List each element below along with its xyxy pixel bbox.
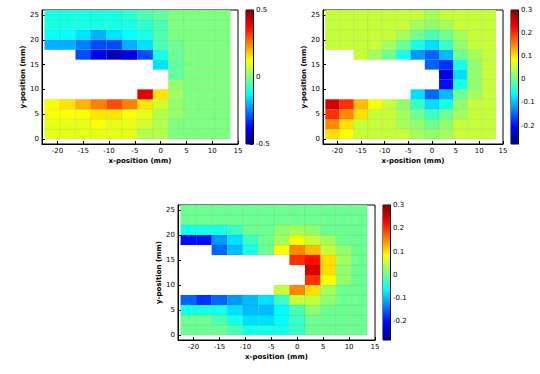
svg-text:5: 5 xyxy=(35,110,39,118)
svg-text:5: 5 xyxy=(316,110,320,118)
svg-text:10: 10 xyxy=(166,281,175,289)
svg-text:-5: -5 xyxy=(405,147,412,155)
svg-text:0: 0 xyxy=(316,135,320,143)
svg-text:15: 15 xyxy=(311,61,320,69)
svg-text:10: 10 xyxy=(208,147,217,155)
svg-text:25: 25 xyxy=(311,11,320,19)
svg-text:y-position (mm): y-position (mm) xyxy=(19,46,27,109)
svg-text:20: 20 xyxy=(30,36,39,44)
svg-text:x-position (mm): x-position (mm) xyxy=(109,157,172,165)
svg-text:x-position (mm): x-position (mm) xyxy=(245,353,308,361)
svg-text:-20: -20 xyxy=(331,147,342,155)
svg-text:-0.1: -0.1 xyxy=(393,294,407,302)
svg-text:-20: -20 xyxy=(52,147,63,155)
svg-text:15: 15 xyxy=(371,343,380,351)
svg-text:0: 0 xyxy=(35,135,39,143)
svg-text:15: 15 xyxy=(30,61,39,69)
svg-text:y-position (mm): y-position (mm) xyxy=(300,46,308,109)
svg-text:25: 25 xyxy=(30,11,39,19)
svg-text:0: 0 xyxy=(430,147,434,155)
svg-text:-10: -10 xyxy=(379,147,390,155)
svg-text:0.2: 0.2 xyxy=(393,224,404,232)
svg-text:10: 10 xyxy=(30,85,39,93)
svg-text:-20: -20 xyxy=(188,343,199,351)
svg-text:-15: -15 xyxy=(78,147,89,155)
svg-text:0: 0 xyxy=(295,343,299,351)
svg-text:0.5: 0.5 xyxy=(256,6,267,14)
svg-text:20: 20 xyxy=(311,36,320,44)
svg-text:-5: -5 xyxy=(131,147,138,155)
svg-text:0.1: 0.1 xyxy=(521,52,532,60)
svg-text:15: 15 xyxy=(166,256,175,264)
svg-text:5: 5 xyxy=(453,147,457,155)
svg-text:-10: -10 xyxy=(240,343,251,351)
svg-text:0.1: 0.1 xyxy=(393,248,404,256)
svg-text:0: 0 xyxy=(256,73,260,81)
svg-text:-0.5: -0.5 xyxy=(256,140,270,148)
svg-text:0: 0 xyxy=(158,147,162,155)
svg-text:x-position (mm): x-position (mm) xyxy=(382,157,445,165)
svg-text:5: 5 xyxy=(184,147,188,155)
svg-text:-0.2: -0.2 xyxy=(521,122,535,130)
svg-text:15: 15 xyxy=(499,147,508,155)
svg-text:-15: -15 xyxy=(214,343,225,351)
svg-text:10: 10 xyxy=(311,85,320,93)
svg-text:0.3: 0.3 xyxy=(393,201,404,209)
svg-text:-15: -15 xyxy=(355,147,366,155)
svg-text:-10: -10 xyxy=(103,147,114,155)
svg-text:0.3: 0.3 xyxy=(521,6,532,14)
svg-text:10: 10 xyxy=(345,343,354,351)
svg-text:0.2: 0.2 xyxy=(521,29,532,37)
svg-text:25: 25 xyxy=(166,206,175,214)
svg-text:-0.2: -0.2 xyxy=(393,317,407,325)
svg-text:y-position (mm): y-position (mm) xyxy=(155,241,163,304)
svg-text:0: 0 xyxy=(171,331,175,339)
svg-text:5: 5 xyxy=(171,306,175,314)
svg-text:0: 0 xyxy=(393,271,397,279)
svg-text:15: 15 xyxy=(234,147,243,155)
svg-text:10: 10 xyxy=(475,147,484,155)
svg-text:5: 5 xyxy=(321,343,325,351)
svg-text:0: 0 xyxy=(521,75,525,83)
svg-text:20: 20 xyxy=(166,231,175,239)
svg-text:-5: -5 xyxy=(268,343,275,351)
svg-text:-0.1: -0.1 xyxy=(521,98,535,106)
